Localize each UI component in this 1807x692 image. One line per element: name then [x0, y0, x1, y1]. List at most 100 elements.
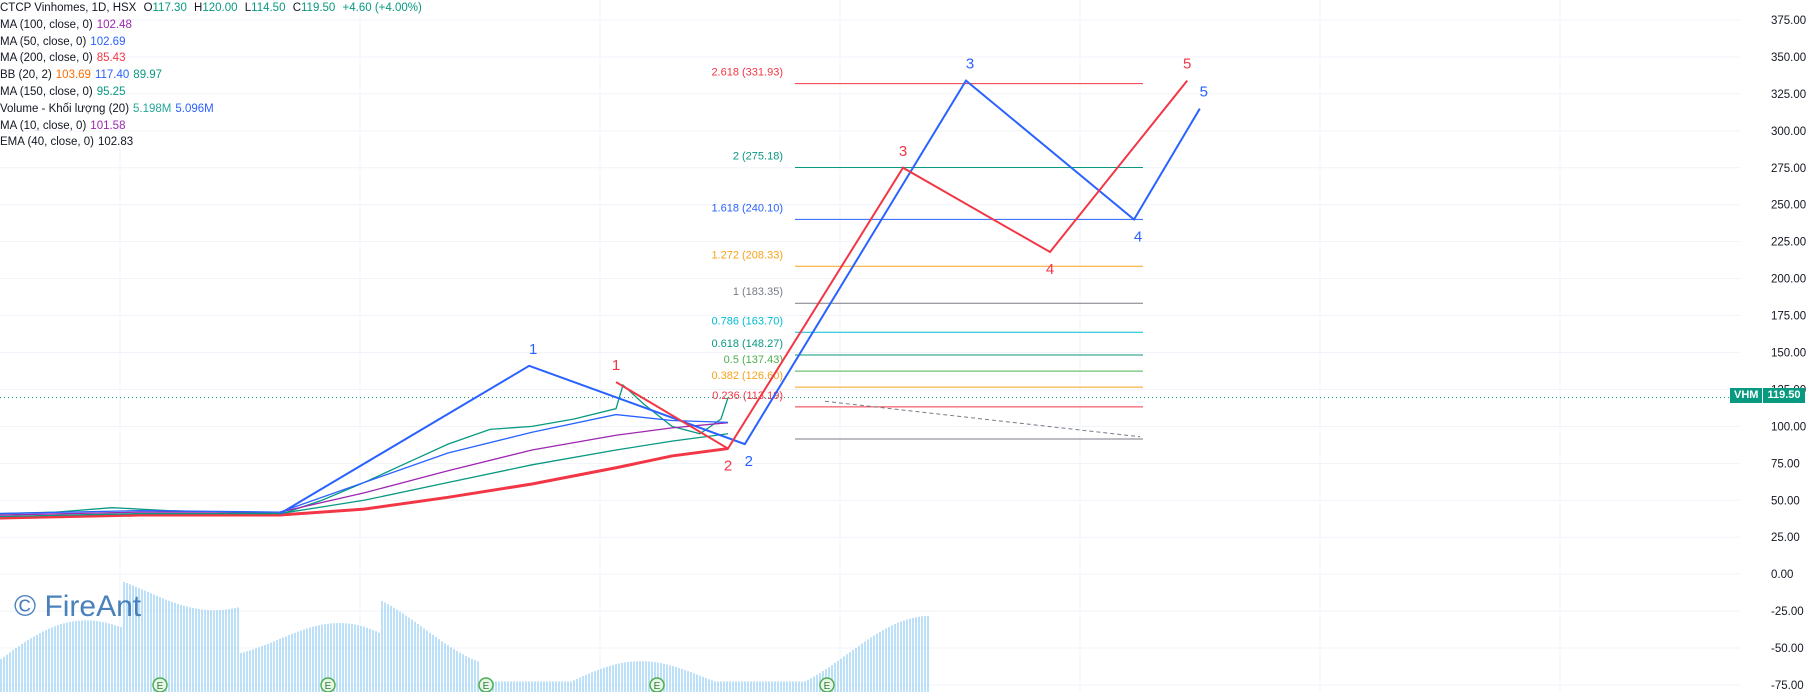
volume-bar [417, 624, 419, 692]
volume-bar [360, 625, 362, 692]
indicator-row[interactable]: BB (20, 2) 103.69 117.40 89.97 [0, 67, 426, 84]
volume-bar [342, 623, 344, 692]
volume-bar [621, 662, 623, 692]
volume-bar [408, 617, 410, 692]
volume-bar [708, 679, 710, 692]
volume-bar [420, 626, 422, 692]
volume-bar [351, 623, 353, 692]
wave-line [615, 79, 1188, 450]
volume-bar [627, 661, 629, 692]
symbol-title: CTCP Vinhomes, 1D, HSX [0, 2, 137, 14]
fib-level-label: 1 (183.35) [733, 286, 783, 298]
volume-bar [618, 663, 620, 692]
indicator-row[interactable]: Volume - Khối lượng (20) 5.198M 5.096M [0, 101, 426, 118]
volume-bar [429, 632, 431, 692]
volume-bar [753, 681, 755, 692]
volume-bar [183, 605, 185, 692]
volume-bar [831, 665, 833, 692]
y-tick-label: 300.00 [1771, 126, 1806, 138]
volume-bar [264, 644, 266, 692]
wave-label: 3 [899, 143, 907, 160]
volume-bar [462, 654, 464, 692]
volume-bar [117, 626, 119, 692]
volume-bar [378, 632, 380, 692]
volume-bar [606, 666, 608, 692]
volume-bar [747, 681, 749, 692]
volume-bar [354, 624, 356, 692]
dividend-marker-label: E [483, 681, 490, 692]
volume-bar [861, 643, 863, 692]
wave-line [279, 79, 1201, 515]
volume-bar [225, 609, 227, 692]
volume-bar [12, 650, 14, 692]
dividend-marker-label: E [157, 681, 164, 692]
volume-bar [783, 681, 785, 692]
volume-bar [54, 626, 56, 692]
volume-bar [813, 676, 815, 692]
series-line [0, 447, 729, 520]
volume-bar [579, 677, 581, 692]
volume-bar [810, 678, 812, 692]
volume-bar [453, 649, 455, 692]
volume-bar [744, 681, 746, 692]
volume-bar [660, 663, 662, 692]
volume-bar [840, 658, 842, 692]
volume-bar [684, 669, 686, 692]
volume-bar [57, 625, 59, 692]
wave-label: 2 [724, 458, 732, 475]
indicator-value: 102.83 [97, 136, 134, 149]
volume-bar [657, 662, 659, 692]
volume-bar [36, 634, 38, 692]
volume-bar [81, 620, 83, 692]
dividend-marker [819, 677, 835, 692]
volume-bar [27, 640, 29, 692]
indicator-row[interactable]: MA (200, close, 0) 85.43 [0, 50, 426, 67]
volume-bar [888, 626, 890, 692]
indicator-value: 103.69 [55, 69, 91, 82]
indicator-row[interactable]: EMA (40, close, 0) 102.83 [0, 134, 426, 151]
indicator-row[interactable]: MA (150, close, 0) 95.25 [0, 84, 426, 101]
wave-label: 5 [1200, 84, 1208, 101]
volume-bar [243, 652, 245, 692]
wave-label: 5 [1183, 56, 1191, 73]
volume-bar [450, 647, 452, 692]
dividend-marker [478, 677, 494, 692]
volume-bar [651, 661, 653, 692]
volume-bar [216, 610, 218, 692]
volume-bar [876, 633, 878, 692]
volume-bar [441, 641, 443, 692]
y-tick-label: 275.00 [1771, 163, 1806, 175]
volume-bar [306, 628, 308, 692]
volume-bar [522, 681, 524, 692]
volume-bar [402, 613, 404, 692]
volume-bar [564, 681, 566, 692]
volume-bar [858, 645, 860, 692]
volume-bar [231, 608, 233, 692]
volume-bar [549, 681, 551, 692]
ohlc-high: H120.00 [194, 2, 238, 14]
volume-bar [78, 620, 80, 692]
volume-bar [102, 622, 104, 692]
volume-bar [762, 681, 764, 692]
volume-bar [900, 621, 902, 692]
volume-bar [552, 681, 554, 692]
volume-bar [717, 681, 719, 692]
volume-bar [924, 616, 926, 692]
indicator-row[interactable]: MA (10, close, 0) 101.58 [0, 118, 426, 135]
volume-bar [615, 664, 617, 692]
volume-bar [96, 621, 98, 692]
volume-bar [192, 607, 194, 692]
volume-bar [738, 681, 740, 692]
indicator-row[interactable]: MA (50, close, 0) 102.69 [0, 34, 426, 51]
volume-bar [711, 680, 713, 692]
volume-bar [543, 681, 545, 692]
volume-bar [612, 664, 614, 692]
volume-bar [132, 585, 134, 692]
indicator-name: MA (100, close, 0) [0, 18, 93, 31]
indicator-value: 5.198M [133, 102, 172, 115]
indicator-row[interactable]: MA (100, close, 0) 102.48 [0, 17, 426, 34]
volume-bar [135, 586, 137, 692]
volume-bar [168, 600, 170, 692]
